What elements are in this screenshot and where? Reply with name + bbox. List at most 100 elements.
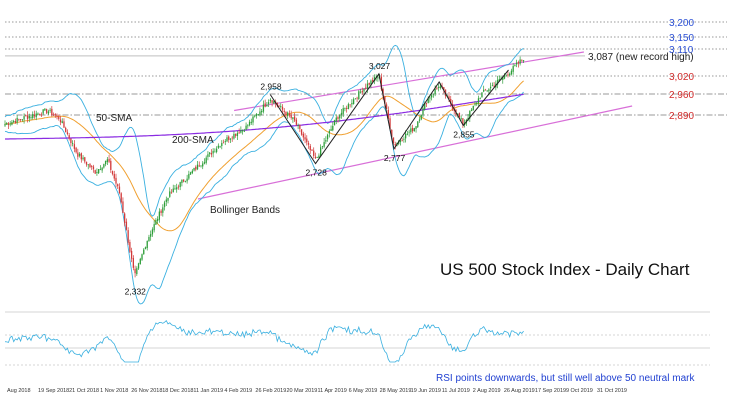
candle-body bbox=[288, 113, 291, 116]
candle-body bbox=[470, 109, 473, 112]
candle-body bbox=[103, 164, 105, 168]
candle-body bbox=[450, 98, 452, 105]
candle-body bbox=[144, 247, 147, 250]
candle-body bbox=[326, 134, 329, 140]
candle-body bbox=[266, 104, 268, 107]
candle-body bbox=[229, 138, 232, 140]
candle-body bbox=[477, 98, 480, 104]
chart-title: US 500 Stock Index - Daily Chart bbox=[440, 260, 690, 279]
candle-body bbox=[384, 96, 386, 104]
candle-body bbox=[16, 117, 18, 123]
candle-body bbox=[489, 86, 492, 89]
candle-body bbox=[97, 169, 100, 174]
candle-body bbox=[302, 133, 304, 138]
candle-body bbox=[354, 98, 357, 100]
candle-body bbox=[163, 202, 166, 207]
candle-body bbox=[139, 258, 141, 265]
candle-body bbox=[233, 133, 235, 139]
candle-body bbox=[47, 111, 50, 114]
candle-body bbox=[269, 99, 272, 102]
candle-body bbox=[245, 125, 247, 130]
candle-body bbox=[156, 218, 159, 222]
candle-body bbox=[255, 114, 258, 117]
level-label: 2,960 bbox=[669, 90, 694, 101]
candle-body bbox=[124, 213, 126, 223]
candle-body bbox=[165, 199, 167, 202]
candle-body bbox=[434, 88, 436, 94]
candle-body bbox=[300, 129, 303, 135]
candle-body bbox=[394, 143, 396, 146]
candle-body bbox=[287, 112, 289, 117]
sma200-line bbox=[5, 93, 524, 140]
candle-body bbox=[30, 116, 32, 118]
candle-body bbox=[493, 85, 495, 87]
candle-body bbox=[11, 122, 13, 125]
candle-body bbox=[13, 121, 15, 123]
candle-body bbox=[418, 119, 421, 121]
candle-body bbox=[342, 108, 344, 114]
candle-body bbox=[160, 210, 162, 213]
candle-body bbox=[340, 112, 343, 115]
candle-body bbox=[85, 161, 88, 165]
candle-body bbox=[307, 142, 310, 145]
candle-body bbox=[182, 179, 185, 182]
candle-body bbox=[339, 115, 341, 119]
candle-body bbox=[52, 114, 55, 116]
candle-body bbox=[7, 123, 10, 125]
candle-body bbox=[425, 103, 428, 105]
rsi-line bbox=[4, 319, 524, 363]
candle-body bbox=[177, 186, 180, 188]
candle-body bbox=[377, 77, 379, 79]
candle-body bbox=[73, 144, 76, 149]
candle-body bbox=[519, 59, 521, 64]
zigzag-line bbox=[269, 69, 509, 165]
candle-body bbox=[248, 121, 251, 126]
candle-body bbox=[210, 153, 213, 155]
candle-body bbox=[517, 62, 520, 64]
candle-body bbox=[318, 155, 320, 158]
candle-body bbox=[169, 191, 171, 197]
candle-body bbox=[359, 91, 362, 93]
pivot-label: 2,728 bbox=[306, 168, 328, 178]
candle-body bbox=[240, 130, 242, 133]
candle-body bbox=[283, 110, 285, 112]
candle-body bbox=[26, 115, 29, 119]
candle-body bbox=[170, 192, 173, 194]
candle-body bbox=[212, 150, 214, 154]
pivot-label: 2,777 bbox=[384, 153, 406, 163]
candle-body bbox=[469, 110, 471, 119]
channel-upper bbox=[234, 51, 584, 112]
candle-body bbox=[337, 117, 339, 119]
candle-body bbox=[503, 75, 506, 79]
candle-body bbox=[361, 91, 363, 93]
candle-body bbox=[188, 173, 190, 179]
candle-body bbox=[82, 157, 84, 160]
candle-body bbox=[522, 60, 525, 62]
candle-body bbox=[214, 151, 216, 153]
candle-body bbox=[219, 146, 221, 148]
candle-body bbox=[297, 125, 299, 127]
x-tick-label: 26 Nov 2018 bbox=[131, 388, 162, 394]
candle-body bbox=[198, 165, 200, 167]
candle-body bbox=[372, 80, 374, 82]
candle-body bbox=[94, 170, 96, 174]
candle-body bbox=[344, 108, 346, 109]
candle-body bbox=[491, 85, 494, 87]
candle-body bbox=[391, 129, 393, 137]
candle-body bbox=[486, 90, 488, 92]
level-label: 3,200 bbox=[669, 18, 694, 29]
candle-body bbox=[335, 117, 337, 121]
candle-body bbox=[115, 177, 117, 184]
candle-body bbox=[196, 164, 199, 170]
candle-body bbox=[4, 124, 6, 126]
x-tick-label: 11 Jan 2019 bbox=[193, 388, 223, 394]
candle-body bbox=[66, 132, 69, 135]
candle-body bbox=[56, 115, 58, 117]
bollinger-bands bbox=[4, 44, 524, 305]
candle-body bbox=[108, 158, 110, 162]
candle-body bbox=[411, 127, 414, 132]
x-tick-label: 28 May 2019 bbox=[380, 388, 412, 394]
candle-body bbox=[205, 157, 207, 163]
candle-body bbox=[110, 160, 112, 170]
candle-body bbox=[366, 83, 369, 90]
